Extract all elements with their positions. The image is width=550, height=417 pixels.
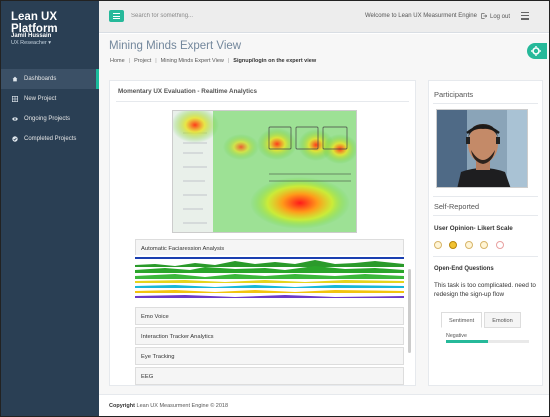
likert-scale	[434, 236, 507, 249]
sentiment-label: Negative	[446, 333, 467, 339]
self-reported-heading: Self-Reported	[434, 202, 480, 211]
panel-title: Momentary UX Evaluation - Realtime Analy…	[118, 88, 258, 95]
sidebar-item-label: New Project	[24, 96, 57, 102]
sidebar-item-completed-projects[interactable]: Completed Projects	[1, 129, 99, 149]
breadcrumb-mining-minds[interactable]: Mining Minds Expert View	[160, 58, 224, 64]
page-title: Mining Minds Expert View	[109, 40, 242, 52]
sidebar-item-dashboards[interactable]: Dashboards	[1, 69, 99, 89]
sentiment-bar-fill	[446, 340, 488, 343]
tab-emotion[interactable]: Emotion	[484, 312, 521, 328]
accordion-emo-voice[interactable]: Emo Voice	[135, 307, 404, 325]
sidebar: Lean UX Platform Jamil Hussain UX Reseac…	[1, 1, 99, 416]
sentiment-tabs: Sentiment Emotion	[441, 312, 521, 328]
likert-option-5[interactable]	[495, 241, 504, 249]
breadcrumb-project[interactable]: Project	[134, 58, 152, 64]
check-circle-icon	[12, 136, 18, 142]
footer-copyright-bold: Copyright	[109, 403, 135, 409]
breadcrumb-home[interactable]: Home	[110, 58, 125, 64]
open-end-label: Open-End Questions	[434, 266, 494, 272]
accordion-eeg[interactable]: EEG	[135, 367, 404, 385]
realtime-analytics-panel: Momentary UX Evaluation - Realtime Analy…	[109, 80, 416, 386]
sidebar-item-new-project[interactable]: New Project	[1, 89, 99, 109]
gear-icon	[531, 46, 541, 56]
accordion-eye-tracking[interactable]: Eye Tracking	[135, 347, 404, 365]
sidebar-item-label: Dashboards	[24, 76, 57, 82]
user-role-dropdown[interactable]: UX Reseacher ▾	[11, 40, 52, 46]
breadcrumb: Home | Project | Mining Minds Expert View | Si…	[110, 58, 317, 64]
sentiment-bar	[446, 340, 529, 343]
home-icon	[12, 76, 18, 82]
top-nav: Welcome to Lean UX Measurment Engine Log…	[99, 1, 549, 33]
hamburger-icon[interactable]	[521, 12, 529, 20]
participants-panel: Participants Self-Reported	[428, 80, 543, 386]
search-input[interactable]	[131, 13, 311, 19]
likert-option-3[interactable]	[464, 241, 473, 249]
sidebar-item-label: Completed Projects	[24, 136, 77, 142]
tab-sentiment[interactable]: Sentiment	[441, 312, 482, 328]
grid-icon	[12, 96, 18, 102]
heatmap-screenshot	[172, 110, 357, 233]
logout-icon	[481, 13, 488, 19]
accordion-interaction-tracker[interactable]: Interaction Tracker Analytics	[135, 327, 404, 345]
likert-option-4[interactable]	[480, 241, 489, 249]
footer: Copyright Lean UX Measurment Engine © 20…	[99, 394, 549, 416]
sidebar-item-ongoing-projects[interactable]: Ongoing Projects	[1, 109, 99, 129]
likert-option-1[interactable]	[434, 241, 442, 249]
sidebar-item-label: Ongoing Projects	[24, 116, 71, 122]
logout-label: Log out	[490, 14, 511, 20]
brand-title: Lean UX Platform	[11, 11, 58, 35]
heatmap-overlay	[173, 111, 356, 232]
accordion-scrollbar[interactable]	[408, 269, 411, 353]
open-end-answer: This task is too complicated. need to re…	[434, 282, 536, 298]
facial-expression-timeline	[135, 255, 404, 305]
breadcrumb-current: Signup/login on the expert view	[233, 58, 317, 64]
footer-copyright-text: Lean UX Measurment Engine © 2018	[136, 403, 229, 409]
menu-toggle-button[interactable]	[109, 10, 124, 22]
likert-scale-label: User Opinion- Likert Scale	[434, 225, 513, 232]
user-name: Jamil Hussain	[11, 33, 52, 39]
menu-icon	[113, 13, 120, 15]
logout-link[interactable]: Log out	[481, 13, 510, 20]
participants-title: Participants	[434, 90, 474, 99]
settings-button[interactable]	[527, 43, 547, 59]
participant-webcam	[436, 109, 528, 188]
likert-option-2[interactable]	[449, 241, 458, 249]
main-content: Mining Minds Expert View Home | Project | Mi…	[99, 34, 549, 416]
welcome-text: Welcome to Lean UX Measurment Engine	[365, 13, 477, 19]
eye-icon	[12, 117, 18, 121]
user-profile[interactable]: Jamil Hussain UX Reseacher ▾	[1, 33, 99, 69]
